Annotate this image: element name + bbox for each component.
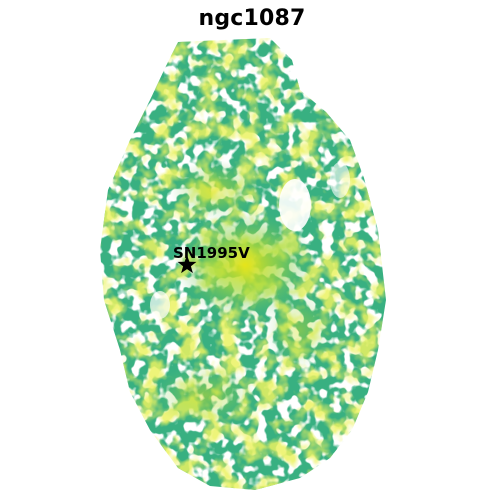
galaxy-emission — [100, 38, 386, 490]
supernova-label: SN1995V — [173, 244, 250, 262]
star-icon — [177, 255, 197, 274]
page-title: ngc1087 — [198, 6, 306, 31]
